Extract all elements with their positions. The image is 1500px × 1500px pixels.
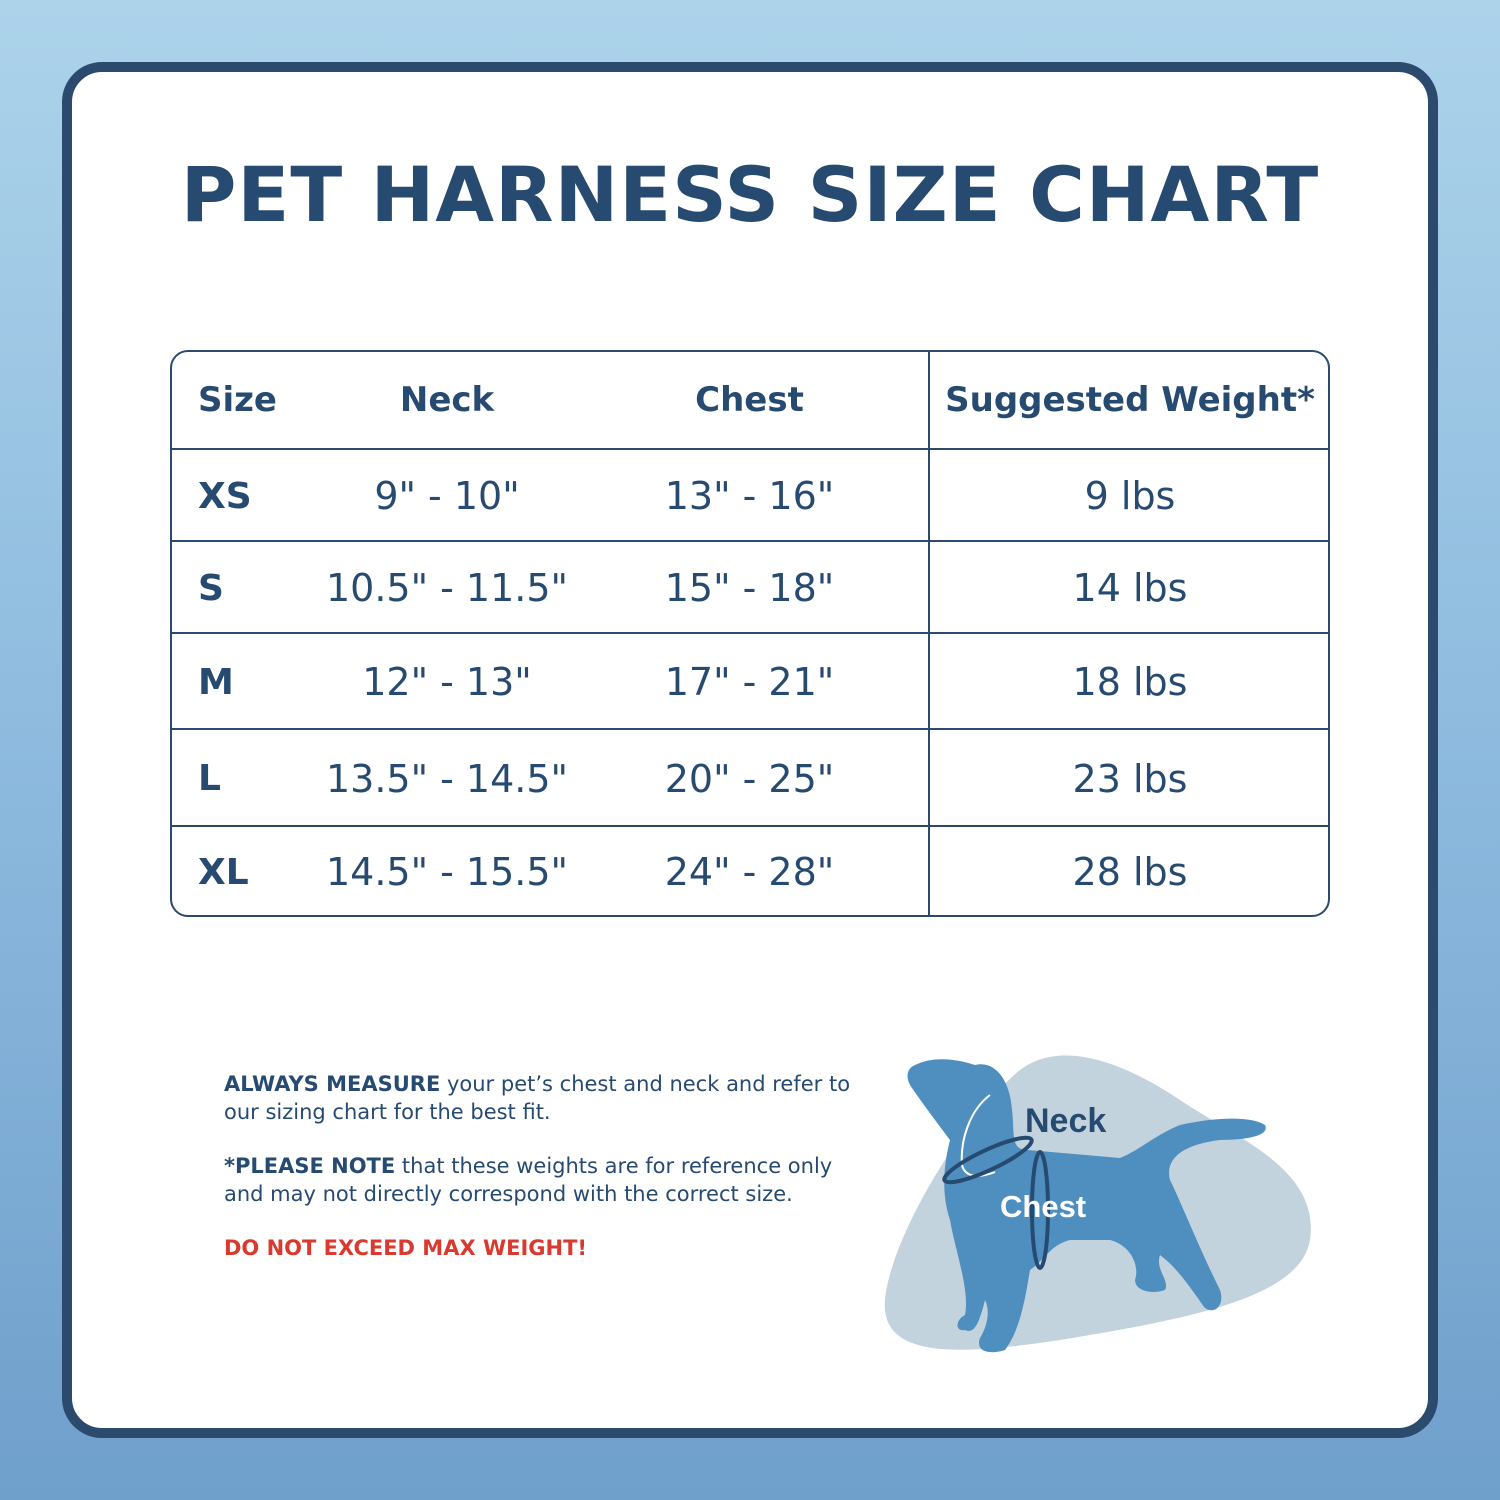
table-header-row: Size Neck Chest Suggested Weight*	[172, 352, 1328, 448]
neck-cell: 14.5" - 15.5"	[325, 850, 569, 894]
table-row: M 12" - 13" 17" - 21" 18 lbs	[172, 632, 1328, 730]
size-cell: M	[198, 661, 234, 703]
chest-cell: 13" - 16"	[664, 474, 835, 518]
size-cell: S	[198, 567, 224, 609]
table-row: S 10.5" - 11.5" 15" - 18" 14 lbs	[172, 540, 1328, 634]
weight-cell: 18 lbs	[1072, 660, 1188, 704]
size-cell: XS	[198, 475, 252, 517]
neck-label: Neck	[1025, 1102, 1106, 1140]
page-title: PET HARNESS SIZE CHART	[180, 150, 1320, 239]
measure-text: your pet’s chest and neck and refer to o…	[224, 1072, 851, 1124]
chest-measure-ring	[1030, 1150, 1050, 1270]
neck-measure-ring	[942, 1135, 1034, 1185]
notes: ALWAYS MEASURE your pet’s chest and neck…	[224, 1070, 864, 1288]
chest-label: Chest	[1000, 1189, 1086, 1224]
neck-cell: 13.5" - 14.5"	[325, 756, 569, 801]
header-neck: Neck	[399, 380, 495, 420]
weight-cell: 14 lbs	[1072, 566, 1188, 610]
table-row: XS 9" - 10" 13" - 16" 9 lbs	[172, 448, 1328, 542]
chest-cell: 17" - 21"	[664, 660, 835, 704]
chest-cell: 15" - 18"	[664, 566, 835, 610]
weight-note: *PLEASE NOTE that these weights are for …	[224, 1152, 864, 1208]
weight-cell: 23 lbs	[1072, 756, 1188, 801]
dog-silhouette-icon	[907, 1059, 1266, 1353]
table-row: L 13.5" - 14.5" 20" - 25" 23 lbs	[172, 728, 1328, 827]
neck-cell: 12" - 13"	[362, 660, 532, 704]
size-cell: L	[198, 758, 221, 799]
chest-cell: 20" - 25"	[664, 756, 835, 801]
weight-cell: 28 lbs	[1072, 850, 1188, 894]
chest-cell: 24" - 28"	[664, 850, 835, 894]
max-weight-warning: DO NOT EXCEED MAX WEIGHT!	[224, 1236, 587, 1260]
note-text: that these weights are for reference onl…	[224, 1154, 833, 1206]
header-weight: Suggested Weight*	[945, 380, 1315, 420]
weight-cell: 9 lbs	[1084, 474, 1176, 518]
size-table: Size Neck Chest Suggested Weight* XS 9" -…	[170, 350, 1330, 917]
measure-bold: ALWAYS MEASURE	[224, 1072, 441, 1096]
neck-cell: 9" - 10"	[374, 474, 520, 518]
size-cell: XL	[198, 851, 249, 893]
header-size: Size	[198, 380, 277, 420]
note-bold: *PLEASE NOTE	[224, 1154, 396, 1178]
neck-cell: 10.5" - 11.5"	[325, 566, 569, 610]
measure-note: ALWAYS MEASURE your pet’s chest and neck…	[224, 1070, 864, 1126]
table-row: XL 14.5" - 15.5" 24" - 28" 28 lbs	[172, 825, 1328, 915]
dog-measurement-illustration: Neck Chest	[884, 1055, 1311, 1353]
header-chest: Chest	[695, 380, 804, 420]
